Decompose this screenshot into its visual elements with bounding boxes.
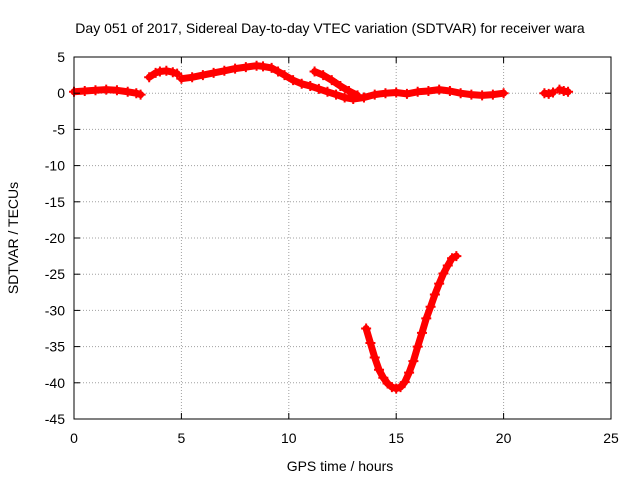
data-point (322, 86, 333, 97)
data-point (339, 92, 350, 103)
data-trace (177, 62, 508, 103)
data-point (358, 92, 369, 103)
data-point (258, 61, 269, 72)
y-tick-label: -10 (45, 158, 65, 174)
data-point (230, 63, 241, 74)
data-point (369, 352, 380, 363)
data-point (401, 88, 412, 99)
data-point (438, 268, 449, 279)
data-point (412, 341, 423, 352)
y-tick-label: -40 (45, 375, 65, 391)
data-point (395, 382, 406, 393)
data-point (374, 364, 385, 375)
data-point (144, 72, 155, 83)
data-point (331, 89, 342, 100)
data-point (240, 62, 251, 73)
data-point (219, 65, 230, 76)
data-point (423, 86, 434, 97)
data-point (305, 80, 316, 91)
y-tick-label: 5 (57, 49, 65, 65)
y-tick-label: -25 (45, 266, 65, 282)
data-point (288, 75, 299, 86)
data-point (326, 75, 337, 86)
y-tick-label: -45 (45, 411, 65, 427)
chart-title: Day 051 of 2017, Sidereal Day-to-day VTE… (75, 20, 585, 36)
data-point (378, 372, 389, 383)
y-tick-label: -5 (53, 121, 66, 137)
data-point (563, 86, 574, 97)
data-point (451, 251, 462, 262)
y-axis-label: SDTVAR / TECUs (5, 182, 21, 294)
data-layer (69, 60, 574, 394)
data-point (425, 301, 436, 312)
data-point (101, 84, 112, 95)
data-point (365, 337, 376, 348)
data-point (313, 83, 324, 94)
data-point (369, 89, 380, 100)
y-tick-label: 0 (57, 85, 65, 101)
data-point (404, 367, 415, 378)
y-tick-label: -35 (45, 339, 65, 355)
data-point (79, 86, 90, 97)
x-tick-label: 25 (603, 430, 619, 446)
data-point (466, 89, 477, 100)
data-point (161, 65, 172, 76)
data-point (111, 85, 122, 96)
data-point (455, 88, 466, 99)
data-point (498, 88, 509, 99)
data-point (176, 73, 187, 84)
data-point (408, 356, 419, 367)
data-point (421, 313, 432, 324)
data-point (273, 66, 284, 77)
data-point (187, 72, 198, 83)
data-point (380, 88, 391, 99)
data-point (208, 67, 219, 78)
data-point (429, 289, 440, 300)
x-tick-label: 5 (178, 430, 186, 446)
x-tick-label: 15 (388, 430, 404, 446)
y-tick-label: -20 (45, 230, 65, 246)
data-point (343, 86, 354, 97)
data-point (352, 90, 363, 101)
x-tick-label: 20 (496, 430, 512, 446)
data-point (90, 85, 101, 96)
x-axis-label: GPS time / hours (287, 458, 394, 474)
y-tick-label: -30 (45, 302, 65, 318)
data-point (172, 68, 183, 79)
data-point (197, 70, 208, 81)
data-point (412, 86, 423, 97)
data-point (477, 90, 488, 101)
x-tick-label: 0 (70, 430, 78, 446)
data-point (122, 86, 133, 97)
data-point (318, 70, 329, 81)
tick-layer: 0 5 10 15 20 25 5 0 -5 -10 -15 -20 -25 -30 -35 -40 -45 (45, 49, 619, 446)
data-trace (362, 252, 460, 393)
data-point (442, 260, 453, 271)
data-point (279, 70, 290, 81)
x-tick-label: 10 (281, 430, 297, 446)
data-point (548, 87, 559, 98)
grid-layer (74, 57, 611, 419)
data-point (487, 89, 498, 100)
data-point (444, 86, 455, 97)
data-point (434, 278, 445, 289)
data-point (266, 62, 277, 73)
data-point (135, 89, 146, 100)
y-tick-label: -15 (45, 194, 65, 210)
data-point (391, 87, 402, 98)
data-point (335, 80, 346, 91)
data-point (416, 327, 427, 338)
data-point (296, 78, 307, 89)
data-point (309, 66, 320, 77)
data-point (361, 323, 372, 334)
data-point (399, 377, 410, 388)
data-point (434, 84, 445, 95)
